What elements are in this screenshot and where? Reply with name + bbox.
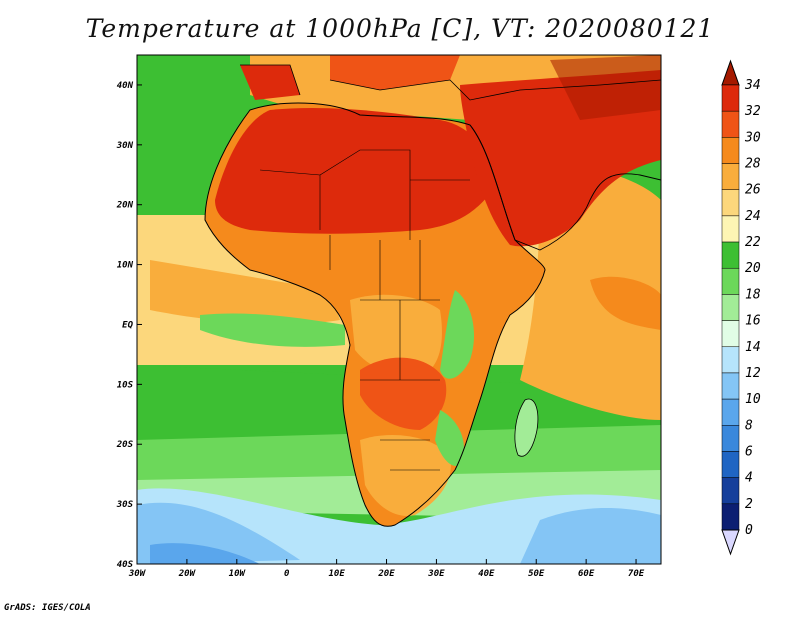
- colorbar-label: 24: [745, 209, 761, 224]
- angola-hot: [360, 357, 447, 430]
- lat-tick-label: EQ: [122, 320, 133, 330]
- lat-tick-label: 20S: [116, 440, 134, 450]
- colorbar-label: 10: [745, 392, 761, 407]
- lon-tick-label: 0: [284, 569, 290, 579]
- south-africa-interior: [360, 435, 451, 516]
- colorbar-segment: [721, 398, 740, 426]
- ocean-cold-se: [520, 508, 661, 564]
- lat-tick-label: 30N: [116, 141, 134, 151]
- colorbar-segment: [721, 451, 740, 478]
- plot-frame: [136, 54, 662, 565]
- colorbar-segment: [721, 372, 740, 400]
- colorbar-segment: [721, 110, 740, 138]
- colorbar-label: 30: [744, 130, 761, 145]
- lat-tick-label: 40S: [117, 560, 134, 570]
- colorbar-label: 32: [744, 104, 761, 119]
- lon-tick-label: 10E: [328, 569, 345, 579]
- lon-tick-label: 20W: [178, 569, 197, 579]
- map-title: Temperature at 1000hPa [C], VT: 20200801…: [85, 14, 715, 43]
- lat-tick-label: 20N: [116, 201, 134, 211]
- europe-south: [330, 55, 460, 90]
- latitude-ticks: 40N 30N 20N 10N EQ 10S 20S 30S 40S: [116, 81, 142, 570]
- colorbar-segment: [721, 320, 740, 348]
- colorbar-segment: [721, 503, 740, 531]
- iran-hot: [550, 55, 661, 120]
- colorbar-segment: [721, 294, 740, 321]
- colorbar-segment: [721, 425, 740, 452]
- colorbar-label: 26: [745, 183, 761, 198]
- colorbar-label: 4: [745, 471, 753, 486]
- colorbar-segment: [721, 241, 740, 269]
- east-africa-cool: [440, 290, 475, 379]
- colorbar-label: 0: [745, 523, 753, 538]
- credit-footer: GrADS: IGES/COLA: [4, 603, 91, 613]
- colorbar-label: 12: [745, 366, 761, 381]
- colorbar-label: 20: [745, 261, 761, 276]
- ocean-coldest-pocket: [150, 543, 260, 564]
- country-borders: [259, 149, 470, 471]
- lon-tick-label: 30W: [128, 569, 147, 579]
- lat-tick-label: 40N: [117, 81, 134, 91]
- colorbar-segment: [721, 189, 740, 217]
- colorbar-label: 2: [745, 497, 753, 512]
- colorbar-segment: [721, 477, 740, 505]
- lat-tick-label: 10S: [117, 380, 134, 390]
- colorbar-label: 34: [744, 78, 761, 93]
- temperature-field: [137, 55, 661, 564]
- colorbar-label: 28: [745, 157, 761, 172]
- colorbar-min-arrow: [721, 529, 740, 556]
- colorbar-segment: [721, 137, 740, 164]
- lon-tick-label: 60E: [578, 569, 595, 579]
- colorbar-segment: [721, 84, 740, 112]
- lon-tick-label: 20E: [377, 569, 395, 579]
- atlantic-green-tongue: [200, 313, 345, 347]
- colorbar-segment: [721, 267, 740, 295]
- colorbar-label: 16: [745, 314, 761, 329]
- sahara-hot: [215, 108, 500, 234]
- colorbar-segment: [721, 163, 740, 190]
- longitude-ticks: 30W 20W 10W 0 10E 20E 30E 40E 50E 60E 70E: [128, 559, 645, 579]
- gulf-of-guinea: [150, 260, 340, 325]
- colorbar-label: 6: [745, 444, 753, 459]
- lon-tick-label: 30E: [427, 569, 445, 579]
- colorbar-label: 14: [745, 340, 761, 355]
- colorbar-max-arrow: [721, 59, 740, 86]
- arabia-coastline: [469, 124, 661, 251]
- madagascar: [514, 398, 539, 457]
- lon-tick-label: 70E: [628, 569, 645, 579]
- lat-tick-label: 30S: [116, 500, 134, 510]
- colorbar-segment: [721, 215, 740, 243]
- colorbar-label: 18: [745, 287, 761, 302]
- congo-warm: [350, 294, 442, 374]
- se-africa-cool: [435, 410, 464, 466]
- indian-ocean-warmer: [590, 276, 661, 330]
- lat-tick-label: 10N: [117, 261, 134, 271]
- lon-tick-label: 10W: [229, 569, 247, 579]
- europe-coastline: [240, 64, 661, 101]
- lon-tick-label: 40E: [478, 569, 495, 579]
- lon-tick-label: 50E: [528, 569, 545, 579]
- colorbar-label: 22: [745, 235, 761, 250]
- colorbar-segment: [721, 346, 740, 374]
- colorbar-label: 8: [745, 418, 753, 433]
- iberia: [240, 65, 300, 100]
